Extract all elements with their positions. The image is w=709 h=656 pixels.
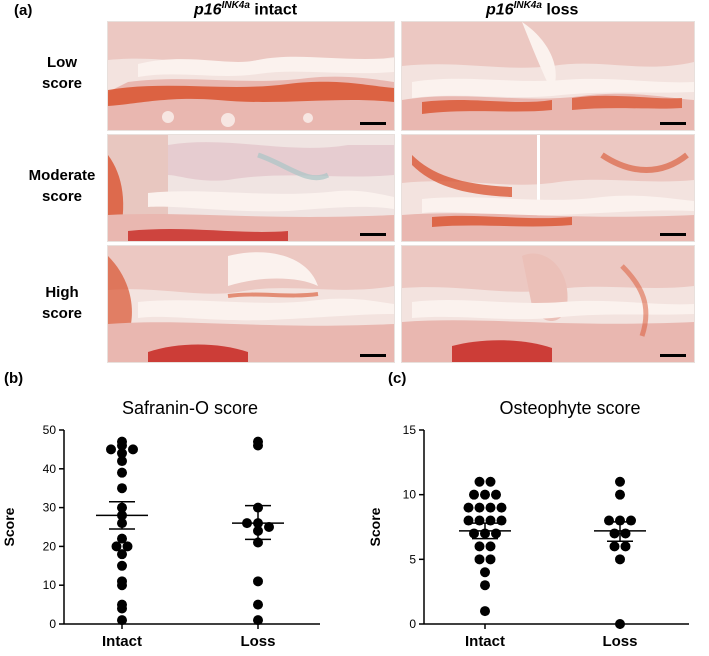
data-point <box>615 619 625 629</box>
gene-name: p16 <box>194 1 222 19</box>
data-point <box>474 502 485 513</box>
chart-title: Safranin-O score <box>122 398 258 418</box>
data-point <box>117 549 127 560</box>
x-category-label: Loss <box>602 633 637 650</box>
row-label-low: Low score <box>12 52 112 94</box>
x-category-label: Intact <box>465 633 505 650</box>
y-tick-label: 30 <box>43 501 57 515</box>
data-point <box>496 502 507 513</box>
data-point <box>463 502 474 513</box>
micrograph-loss-moderate <box>401 134 695 242</box>
gene-superscript: INK4a <box>221 0 250 11</box>
y-axis-label: Score <box>367 507 383 546</box>
osteophyte-chart: Osteophyte score Score 0 5 10 15 Intact Loss <box>367 398 689 650</box>
data-point <box>122 541 133 552</box>
data-point <box>615 515 625 526</box>
column-header-intact: p16INK4a intact <box>194 0 297 19</box>
data-point <box>480 606 490 617</box>
data-point <box>117 603 127 614</box>
safranin-o-chart: Safranin-O score Score 0 10 20 30 40 50 Intact Lo… <box>1 398 320 650</box>
micrograph-intact-moderate <box>107 134 395 242</box>
y-axis-label: Score <box>1 507 17 546</box>
y-tick-label: 0 <box>409 617 416 631</box>
data-point <box>474 554 485 565</box>
data-point <box>485 554 496 565</box>
y-tick-label: 5 <box>409 552 416 566</box>
data-point <box>117 560 127 571</box>
data-point <box>264 522 274 532</box>
row-label-moderate: Moderate score <box>12 165 112 207</box>
chart-title: Osteophyte score <box>499 398 640 418</box>
data-point <box>609 541 620 552</box>
data-point <box>117 615 127 626</box>
data-point <box>480 580 490 591</box>
data-point <box>620 541 631 552</box>
data-point <box>480 489 490 500</box>
column-header-loss: p16INK4a loss <box>486 0 578 19</box>
y-tick-label: 10 <box>43 578 57 592</box>
y-tick-label: 20 <box>43 539 57 553</box>
panel-a-letter: (a) <box>14 2 33 19</box>
data-point <box>253 615 263 626</box>
y-tick-label: 50 <box>43 423 57 437</box>
data-point <box>253 599 263 610</box>
y-tick-label: 10 <box>403 488 417 502</box>
data-point <box>474 476 485 487</box>
row-label-line2: score <box>41 188 83 205</box>
data-point <box>615 554 625 565</box>
data-point <box>117 533 127 544</box>
y-tick-label: 40 <box>43 462 57 476</box>
data-point <box>111 541 122 552</box>
micrograph-loss-low <box>401 21 695 131</box>
data-point <box>117 448 127 459</box>
row-label-line1: Moderate <box>28 167 96 184</box>
panel-b-letter: (b) <box>4 370 24 387</box>
data-point <box>485 541 496 552</box>
gene-name: p16 <box>486 1 514 19</box>
data-point <box>117 580 127 591</box>
x-category-label: Loss <box>240 633 275 650</box>
y-tick-label: 0 <box>49 617 56 631</box>
data-point <box>615 476 625 487</box>
data-point <box>485 476 496 487</box>
data-point <box>117 483 127 494</box>
data-point <box>469 489 479 500</box>
micrograph-loss-high <box>401 245 695 363</box>
data-point <box>253 576 263 587</box>
data-point <box>620 528 631 539</box>
data-point <box>469 528 479 539</box>
data-point <box>485 515 496 526</box>
data-point <box>626 515 636 526</box>
column-suffix: loss <box>541 1 579 19</box>
data-point <box>474 541 485 552</box>
data-point <box>485 502 496 513</box>
data-point <box>604 515 614 526</box>
row-label-line2: score <box>41 305 83 322</box>
data-point <box>491 489 501 500</box>
column-suffix: intact <box>249 1 298 19</box>
micrograph-intact-high <box>107 245 395 363</box>
row-label-high: High score <box>12 282 112 324</box>
row-label-line2: score <box>41 75 83 92</box>
data-point <box>480 567 490 578</box>
data-point <box>615 489 625 500</box>
row-label-line1: Low <box>47 54 77 71</box>
data-point <box>463 515 474 526</box>
data-point <box>117 467 127 478</box>
data-point <box>474 515 485 526</box>
data-point <box>491 528 501 539</box>
x-category-label: Intact <box>102 633 142 650</box>
data-point <box>117 456 127 467</box>
data-point <box>609 528 620 539</box>
y-tick-label: 15 <box>403 423 417 437</box>
data-point <box>117 436 127 447</box>
data-point <box>106 444 116 455</box>
data-point <box>253 440 263 451</box>
data-point <box>496 515 507 526</box>
data-point <box>128 444 138 455</box>
row-label-line1: High <box>45 284 79 301</box>
panel-c-letter: (c) <box>388 370 407 387</box>
gene-superscript: INK4a <box>513 0 542 11</box>
micrograph-intact-low <box>107 21 395 131</box>
